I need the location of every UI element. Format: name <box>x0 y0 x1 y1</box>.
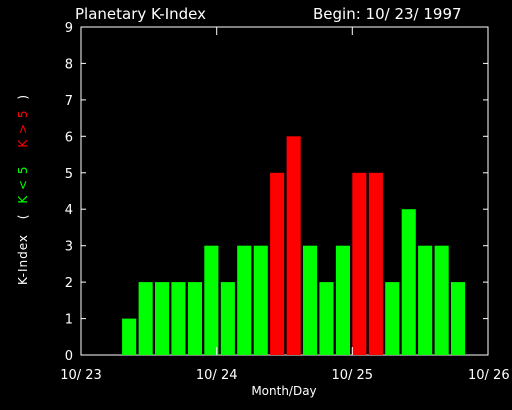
k-index-bar <box>286 136 301 355</box>
x-tick-label: 10/ 25 <box>331 368 373 383</box>
k-index-bar <box>319 282 334 355</box>
begin-date: Begin: 10/ 23/ 1997 <box>313 5 462 23</box>
k-index-bar <box>303 245 318 355</box>
x-axis: 10/ 23 10/ 24 10/ 25 10/ 26 <box>60 27 510 383</box>
k-index-bar <box>418 245 433 355</box>
k-index-bar <box>155 282 170 355</box>
y-axis-label-prefix: K-Index <box>16 234 30 285</box>
y-tick-label: 5 <box>65 167 73 182</box>
y-tick-label: 8 <box>65 57 73 72</box>
k-index-bar <box>335 245 350 355</box>
k-index-bar <box>401 209 416 355</box>
y-tick-label: 4 <box>65 203 73 218</box>
k-index-bar <box>434 245 449 355</box>
y-tick-label: 9 <box>65 21 73 36</box>
plot-frame <box>80 26 489 356</box>
k-index-bar <box>204 245 219 355</box>
x-tick-label: 10/ 26 <box>468 368 510 383</box>
svg-text:K-Index ( K < 5: K-Index ( K < 5 K > 5 ) <box>16 94 30 285</box>
chart-title: Planetary K-Index <box>75 5 206 23</box>
k-index-bar <box>220 282 235 355</box>
y-axis-label: K-Index ( K < 5 K > 5 ) <box>16 94 30 285</box>
x-axis-label: Month/Day <box>251 384 316 398</box>
x-tick-label: 10/ 24 <box>196 368 238 383</box>
y-tick-label: 7 <box>65 94 73 109</box>
y-tick-label: 0 <box>65 349 73 364</box>
k-index-bar <box>253 245 268 355</box>
k-index-bar <box>270 172 285 355</box>
k-index-bar <box>187 282 202 355</box>
k-index-bar <box>385 282 400 355</box>
legend-low-label: K < 5 <box>16 165 30 203</box>
y-tick-label: 6 <box>65 130 73 145</box>
k-index-bar <box>237 245 252 355</box>
k-index-bar <box>451 282 466 355</box>
k-index-bar <box>171 282 186 355</box>
y-tick-label: 1 <box>65 313 73 328</box>
y-axis: 0 1 2 3 4 5 6 7 8 9 <box>65 21 488 364</box>
k-index-bar <box>138 282 153 355</box>
k-index-bar <box>352 172 367 355</box>
bar-group <box>122 136 466 355</box>
k-index-bar <box>122 318 137 355</box>
legend-high-label: K > 5 <box>16 109 30 147</box>
y-tick-label: 2 <box>65 276 73 291</box>
y-tick-label: 3 <box>65 240 73 255</box>
x-tick-label: 10/ 23 <box>60 368 102 383</box>
k-index-bar <box>368 172 383 355</box>
